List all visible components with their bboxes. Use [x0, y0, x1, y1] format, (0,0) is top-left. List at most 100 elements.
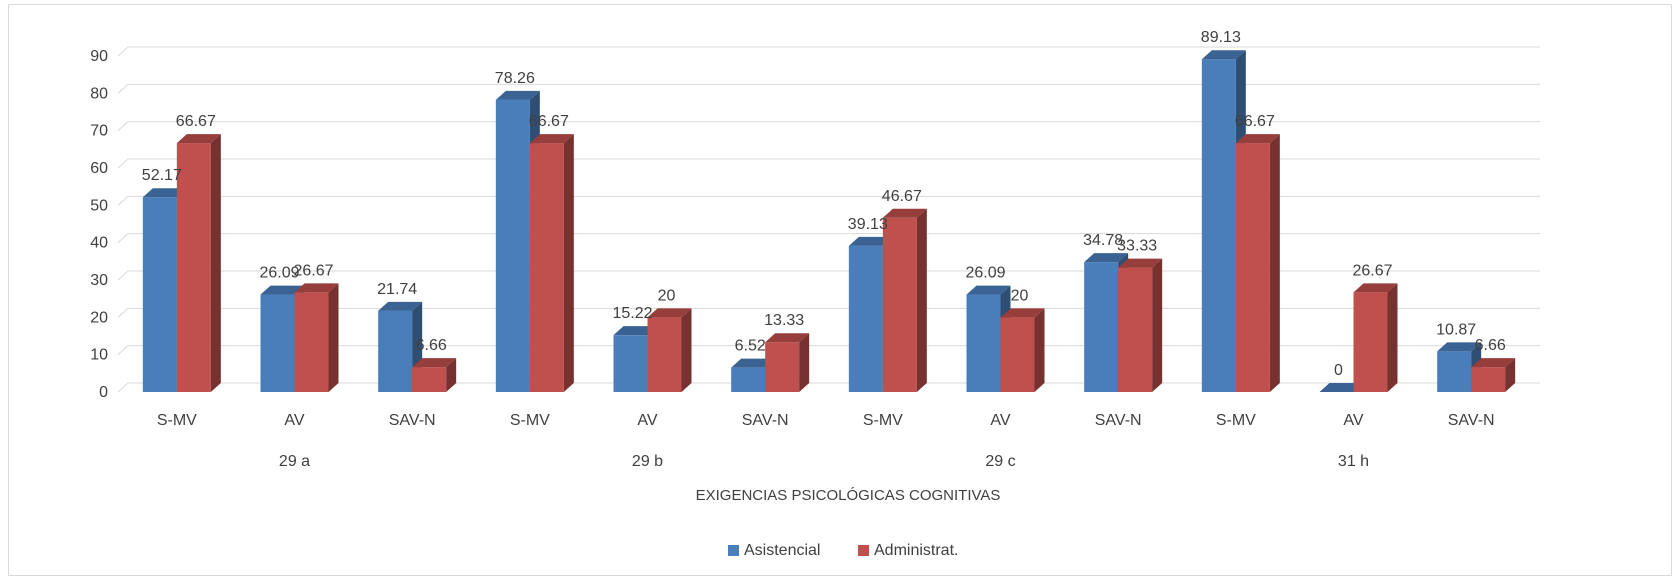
- data-label: 21.74: [377, 281, 417, 298]
- bar-side: [1505, 358, 1516, 392]
- data-label: 52.17: [142, 167, 182, 184]
- gridline: [117, 158, 1540, 169]
- bar-top: [765, 333, 810, 343]
- data-labels: 52.1766.6726.0926.6721.746.6678.2666.671…: [142, 29, 1506, 379]
- data-label: 66.67: [1235, 113, 1275, 130]
- bar-side: [1269, 134, 1280, 392]
- y-tick-label: 20: [90, 309, 108, 326]
- bar-front: [966, 294, 1001, 392]
- bar-side: [681, 308, 692, 392]
- bar-top: [529, 134, 574, 144]
- bar-side: [1034, 308, 1045, 392]
- bar-top: [294, 283, 339, 293]
- bar-front: [1201, 59, 1236, 393]
- data-label: 0: [1334, 362, 1343, 379]
- x-tick-label: AV: [637, 412, 657, 429]
- data-label: 26.09: [965, 265, 1005, 282]
- bar-administrat: [882, 208, 927, 392]
- bar-top: [1235, 134, 1280, 144]
- group-label: 29 a: [279, 453, 310, 470]
- gridline: [117, 307, 1540, 318]
- x-tick-label: S-MV: [510, 412, 550, 429]
- bar-front: [260, 294, 295, 392]
- bar-top: [378, 301, 423, 311]
- bar-front: [848, 245, 883, 392]
- x-tick-label: SAV-N: [742, 412, 789, 429]
- bar-top: [1084, 253, 1129, 263]
- data-label: 20: [1011, 287, 1029, 304]
- bar-front: [1235, 143, 1270, 392]
- data-label: 34.78: [1083, 232, 1123, 249]
- bar-administrat: [1000, 308, 1045, 392]
- bar-front: [176, 143, 211, 392]
- gridline: [117, 270, 1540, 281]
- bar-front: [1353, 292, 1388, 392]
- legend-label-asistencial: Asistencial: [744, 542, 820, 559]
- bar-front: [142, 197, 177, 392]
- data-label: 66.67: [529, 113, 569, 130]
- bar-administrat: [1235, 134, 1280, 392]
- bar-front: [731, 367, 766, 392]
- bar-top: [848, 236, 893, 246]
- bars: [142, 50, 1516, 393]
- data-label: 33.33: [1117, 238, 1157, 255]
- x-tick-label: AV: [284, 412, 304, 429]
- bar-administrat: [1118, 258, 1163, 392]
- data-label: 26.67: [1352, 262, 1392, 279]
- bar-side: [563, 134, 574, 392]
- x-tick-label: S-MV: [863, 412, 903, 429]
- bar-top: [1319, 383, 1364, 392]
- bar-front: [294, 292, 329, 392]
- bar-administrat: [412, 358, 457, 392]
- y-tick-label: 70: [90, 123, 108, 140]
- y-axis-ticks: 0 10 20 30 40 50 60 70 80 90: [90, 48, 108, 401]
- x-tick-label: SAV-N: [1448, 412, 1495, 429]
- bar-side: [1387, 283, 1398, 392]
- legend-label-administrat: Administrat.: [874, 542, 958, 559]
- bar-front: [1437, 351, 1472, 392]
- group-label: 29 c: [985, 453, 1015, 470]
- x-tick-label: S-MV: [1216, 412, 1256, 429]
- bar-front: [529, 143, 564, 392]
- legend: Asistencial Administrat.: [728, 542, 958, 559]
- bar-front: [1084, 262, 1119, 392]
- bar-top: [142, 188, 187, 198]
- x-tick-label: SAV-N: [389, 412, 436, 429]
- bar-front: [1471, 367, 1506, 392]
- data-label: 13.33: [764, 312, 804, 329]
- data-label: 26.67: [293, 262, 333, 279]
- bar-top: [882, 208, 927, 218]
- y-tick-label: 90: [90, 48, 108, 65]
- x-tick-label: S-MV: [157, 412, 197, 429]
- bar-top: [1471, 358, 1516, 368]
- gridline: [117, 345, 1540, 356]
- data-label: 46.67: [882, 188, 922, 205]
- bar-side: [446, 358, 457, 392]
- bar-asistencial: [1319, 383, 1364, 392]
- chart-frame: [8, 4, 1672, 576]
- data-label: 26.09: [259, 265, 299, 282]
- bar-side: [916, 208, 927, 392]
- legend-swatch-asistencial: [728, 545, 739, 556]
- bar-top: [1118, 258, 1163, 268]
- bar-administrat: [1353, 283, 1398, 392]
- bar-top: [260, 285, 305, 295]
- group-label: 29 b: [632, 453, 663, 470]
- bar-administrat: [647, 308, 692, 392]
- gridline: [117, 233, 1540, 244]
- bar-top: [1201, 50, 1246, 60]
- bar-side: [1152, 258, 1163, 392]
- x-axis-title: EXIGENCIAS PSICOLÓGICAS COGNITIVAS: [696, 487, 1001, 504]
- bar-top: [1353, 283, 1398, 293]
- bar-administrat: [176, 134, 221, 392]
- bar-top: [495, 90, 540, 100]
- gridline: [117, 382, 1540, 393]
- data-label: 6.66: [1475, 337, 1506, 354]
- x-tick-label: AV: [990, 412, 1010, 429]
- bar-administrat: [765, 333, 810, 392]
- bar-front: [1000, 317, 1035, 392]
- data-label: 89.13: [1201, 29, 1241, 46]
- y-tick-label: 0: [99, 384, 108, 401]
- y-tick-label: 80: [90, 85, 108, 102]
